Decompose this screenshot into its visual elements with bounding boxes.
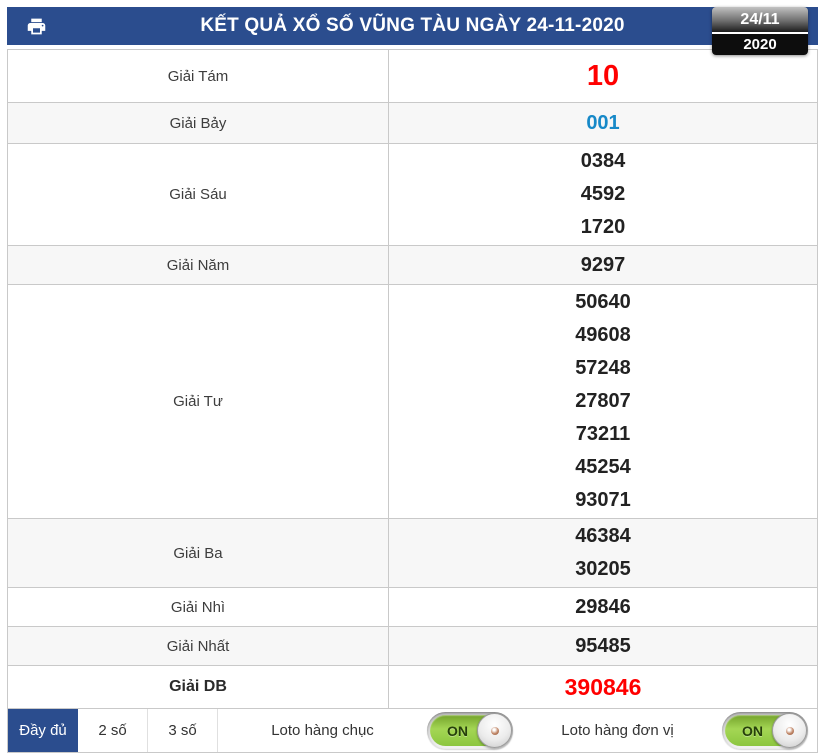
prize-values: 29846 (389, 588, 817, 626)
prize-values: 95485 (389, 627, 817, 665)
results-table: Giải Tám 10 Giải Bảy 001 Giải Sáu 0384 4592 172… (7, 49, 818, 709)
lottery-results-widget: KẾT QUẢ XỔ SỐ VŨNG TÀU NGÀY 24-11-2020 2… (7, 7, 818, 753)
prize-number: 93071 (575, 489, 631, 511)
prize-label: Giải Tư (8, 285, 389, 518)
loto-hang-don-vi-label: Loto hàng đơn vị (561, 722, 674, 739)
result-row-9: Giải DB 390846 (8, 666, 817, 709)
prize-number: 29846 (575, 596, 631, 618)
page-title: KẾT QUẢ XỔ SỐ VŨNG TÀU NGÀY 24-11-2020 (200, 15, 625, 36)
prize-number: 49608 (575, 324, 631, 346)
prize-values: 50640 49608 57248 27807 73211 45254 93071 (389, 285, 817, 518)
date-badge-year: 2020 (712, 34, 808, 55)
prize-number: 4592 (580, 183, 626, 205)
prize-number: 30205 (575, 558, 631, 580)
result-row-2: Giải Bảy 001 (8, 103, 817, 144)
tab-3-so[interactable]: 3 số (148, 709, 218, 752)
prize-number: 95485 (575, 635, 631, 657)
prize-label: Giải Sáu (8, 144, 389, 245)
result-row-8: Giải Nhất 95485 (8, 627, 817, 666)
prize-label: Giải Ba (8, 519, 389, 587)
prize-values: 46384 30205 (389, 519, 817, 587)
prize-values: 001 (389, 103, 817, 143)
prize-number: 1720 (580, 216, 626, 238)
prize-number: 001 (586, 112, 620, 134)
loto-hang-chuc-toggle[interactable]: ON (427, 712, 513, 749)
prize-values: 10 (389, 50, 817, 102)
loto-hang-don-vi-toggle[interactable]: ON (722, 712, 808, 749)
prize-number: 390846 (564, 674, 642, 700)
prize-number: 46384 (575, 525, 631, 547)
result-row-3: Giải Sáu 0384 4592 1720 (8, 144, 817, 246)
result-row-1: Giải Tám 10 (8, 50, 817, 103)
printer-icon (25, 16, 48, 37)
date-badge-day-month: 24/11 (712, 7, 808, 34)
prize-number: 27807 (575, 390, 631, 412)
result-row-6: Giải Ba 46384 30205 (8, 519, 817, 588)
prize-label: Giải Nhất (8, 627, 389, 665)
tab-2-so[interactable]: 2 số (78, 709, 148, 752)
prize-values: 9297 (389, 246, 817, 284)
prize-number: 9297 (580, 254, 626, 276)
tab-day-du[interactable]: Đầy đủ (8, 709, 78, 752)
result-row-7: Giải Nhì 29846 (8, 588, 817, 627)
result-row-5: Giải Tư 50640 49608 57248 27807 73211 45254 930… (8, 285, 817, 519)
print-button[interactable] (24, 16, 48, 37)
prize-number: 57248 (575, 357, 631, 379)
prize-label: Giải Tám (8, 50, 389, 102)
toggle-knob[interactable] (477, 713, 512, 748)
prize-number: 73211 (575, 423, 631, 445)
prize-values: 390846 (389, 666, 817, 708)
toggle-knob[interactable] (772, 713, 807, 748)
prize-label: Giải DB (8, 666, 389, 708)
toggle-state-label: ON (742, 722, 763, 739)
prize-number: 45254 (575, 456, 631, 478)
prize-label: Giải Bảy (8, 103, 389, 143)
toggle-state-label: ON (447, 722, 468, 739)
header-bar: KẾT QUẢ XỔ SỐ VŨNG TÀU NGÀY 24-11-2020 2… (7, 7, 818, 55)
prize-number: 0384 (580, 150, 626, 172)
date-badge: 24/11 2020 (712, 7, 808, 55)
prize-values: 0384 4592 1720 (389, 144, 817, 245)
prize-label: Giải Nhì (8, 588, 389, 626)
result-row-4: Giải Năm 9297 (8, 246, 817, 285)
prize-number: 50640 (575, 291, 631, 313)
prize-label: Giải Năm (8, 246, 389, 284)
footer-toolbar: Đầy đủ 2 số 3 số Loto hàng chục ON Loto … (7, 708, 818, 753)
loto-hang-chuc-label: Loto hàng chục (271, 722, 374, 739)
prize-number: 10 (586, 60, 620, 92)
